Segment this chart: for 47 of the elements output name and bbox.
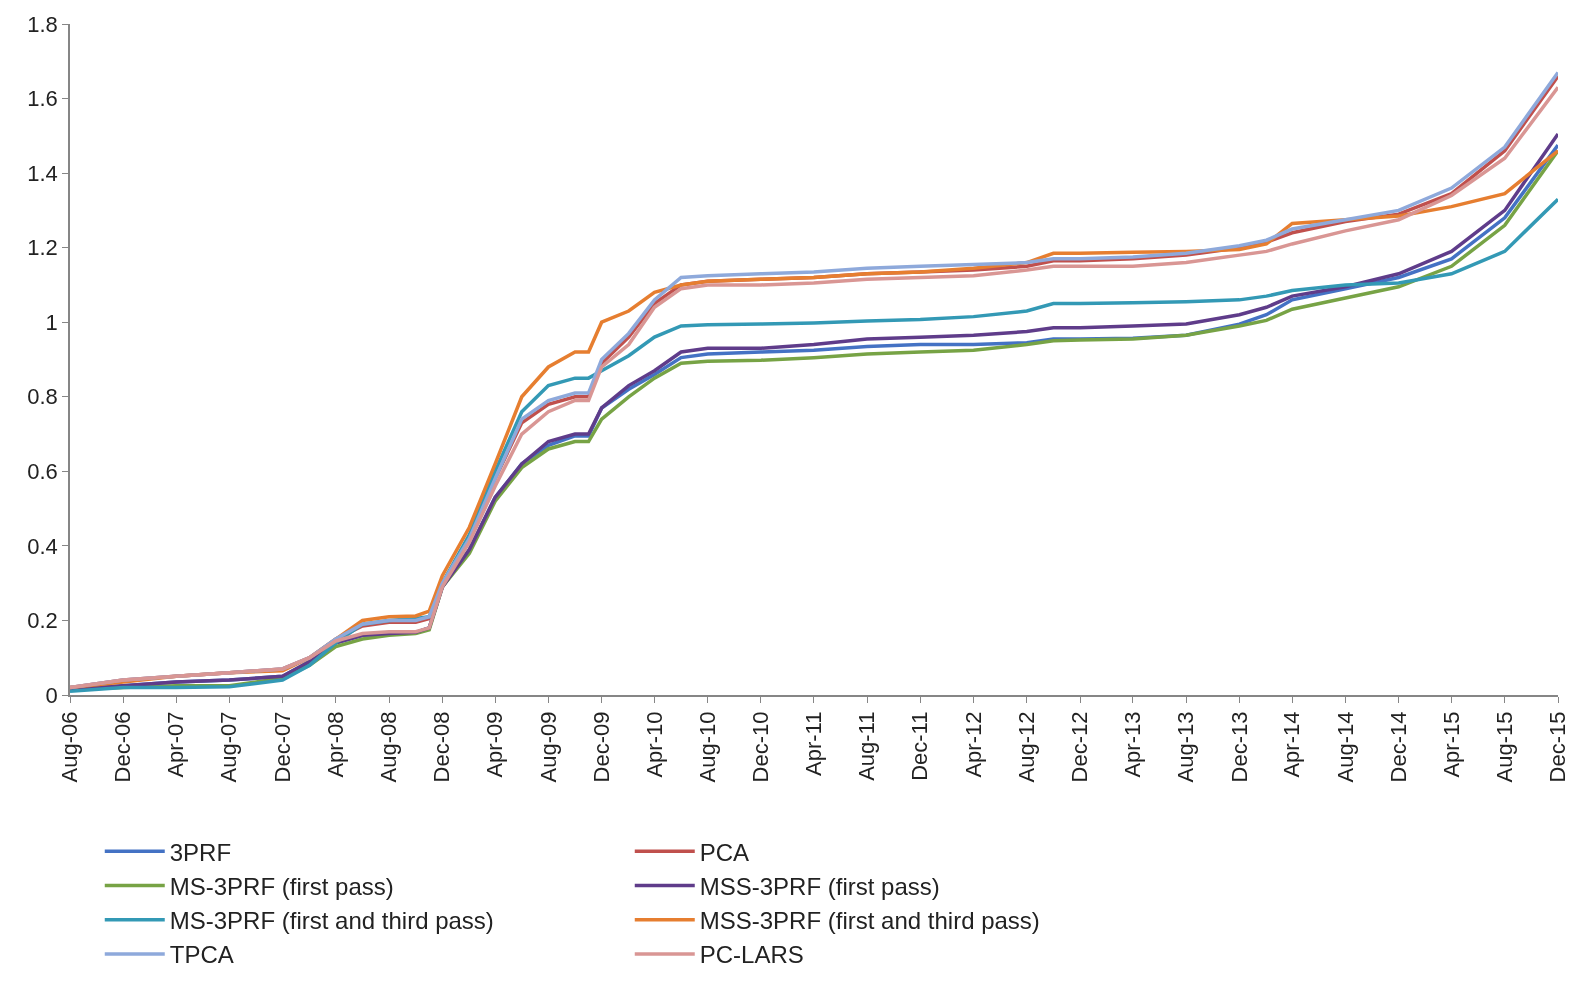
x-tick-label: Apr-15 (1438, 711, 1464, 778)
x-tick-label: Dec-12 (1067, 711, 1093, 783)
y-tick-label: 0.2 (27, 608, 58, 634)
legend-label: MS-3PRF (first pass) (169, 872, 394, 900)
x-tick-label: Aug-12 (1013, 711, 1039, 783)
y-tick-label: 1 (45, 309, 58, 335)
x-tick-label: Dec-10 (748, 711, 774, 783)
x-tick-label: Aug-08 (376, 711, 402, 783)
legend-label: MSS-3PRF (first and third pass) (699, 907, 1040, 935)
legend-label: 3PRF (169, 838, 232, 866)
x-tick-label: Apr-13 (1120, 711, 1146, 778)
x-tick-label: Dec-09 (588, 711, 614, 783)
x-tick-label: Aug-11 (854, 711, 880, 781)
x-tick-label: Dec-13 (1226, 711, 1252, 783)
x-tick-label: Apr-08 (322, 711, 348, 778)
x-tick-label: Apr-11 (800, 711, 826, 776)
x-tick-label: Dec-07 (269, 711, 295, 783)
x-tick-label: Dec-06 (110, 711, 136, 783)
y-tick-label: 0.6 (27, 459, 58, 485)
x-tick-label: Aug-14 (1332, 711, 1358, 783)
y-tick-label: 0.8 (27, 384, 58, 410)
x-tick-label: Aug-07 (216, 711, 242, 783)
y-tick-label: 0.4 (27, 533, 58, 559)
legend-label: MS-3PRF (first and third pass) (169, 907, 494, 935)
x-tick-label: Dec-08 (429, 711, 455, 783)
y-tick-label: 1.2 (27, 235, 58, 261)
x-tick-label: Aug-15 (1491, 711, 1517, 783)
x-tick-label: Apr-14 (1279, 711, 1305, 778)
legend-label: PC-LARS (699, 941, 804, 969)
y-tick-label: 0 (45, 682, 58, 708)
y-tick-label: 1.6 (27, 86, 58, 112)
legend-label: TPCA (169, 941, 234, 969)
x-tick-label: Apr-12 (960, 711, 986, 778)
x-tick-label: Dec-11 (907, 711, 933, 781)
x-tick-label: Aug-13 (1173, 711, 1199, 783)
x-tick-label: Aug-06 (57, 711, 83, 783)
x-tick-label: Dec-15 (1545, 711, 1571, 783)
legend-label: PCA (699, 838, 750, 866)
x-tick-label: Apr-07 (163, 711, 189, 778)
x-tick-label: Apr-09 (482, 711, 508, 778)
x-tick-label: Aug-10 (694, 711, 720, 783)
legend-label: MSS-3PRF (first pass) (699, 872, 940, 900)
x-tick-label: Aug-09 (535, 711, 561, 783)
x-tick-label: Apr-10 (641, 711, 667, 778)
y-tick-label: 1.8 (27, 11, 58, 37)
y-tick-label: 1.4 (27, 160, 58, 186)
x-tick-label: Dec-14 (1385, 711, 1411, 783)
